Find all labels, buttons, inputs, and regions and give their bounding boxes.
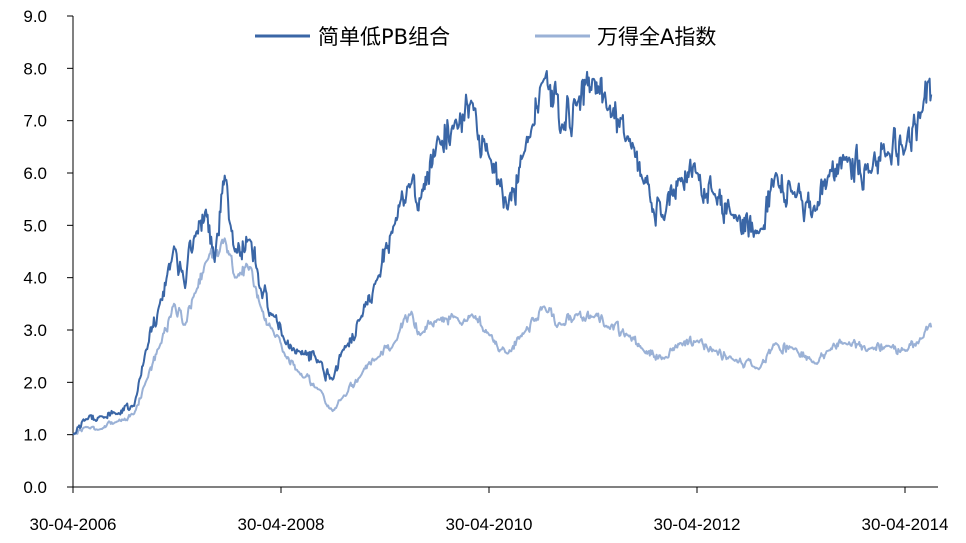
y-tick-label: 8.0 bbox=[23, 59, 47, 78]
plot-area bbox=[72, 70, 933, 436]
x-tick-label: 30-04-2012 bbox=[654, 515, 741, 534]
y-tick-label: 2.0 bbox=[23, 373, 47, 392]
y-tick-label: 4.0 bbox=[23, 269, 47, 288]
legend-label-wind-all-a: 万得全A指数 bbox=[597, 25, 716, 49]
y-tick-label: 9.0 bbox=[23, 7, 47, 26]
series-line-wind-all-a bbox=[72, 237, 933, 436]
legend: 简单低PB组合 万得全A指数 bbox=[255, 25, 716, 49]
x-tick-label: 30-04-2008 bbox=[238, 515, 325, 534]
axes: 0.0 1.0 2.0 3.0 4.0 5.0 6.0 7.0 8.0 9.0 30-04-2006… bbox=[23, 7, 948, 534]
y-tick-label: 7.0 bbox=[23, 112, 47, 131]
legend-label-low-pb: 简单低PB组合 bbox=[318, 25, 450, 49]
x-tick-label: 30-04-2006 bbox=[30, 515, 117, 534]
y-tick-label: 5.0 bbox=[23, 216, 47, 235]
y-tick-label: 3.0 bbox=[23, 321, 47, 340]
x-tick-label: 30-04-2014 bbox=[862, 515, 949, 534]
y-tick-label: 6.0 bbox=[23, 164, 47, 183]
y-tick-label: 0.0 bbox=[23, 478, 47, 497]
x-tick-label: 30-04-2010 bbox=[446, 515, 533, 534]
y-tick-label: 1.0 bbox=[23, 426, 47, 445]
series-line-low-pb bbox=[72, 70, 933, 436]
